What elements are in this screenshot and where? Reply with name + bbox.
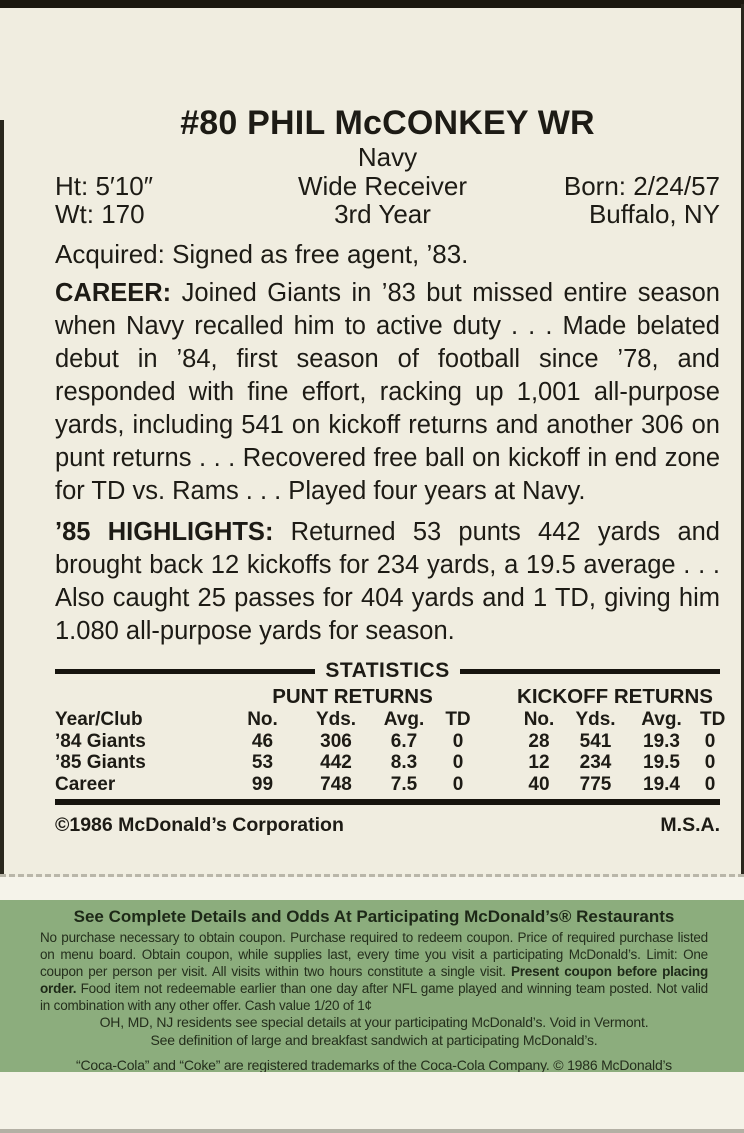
stats-gap (55, 685, 225, 709)
stats-cell: 19.5 (643, 752, 680, 773)
stats-cell: 541 (579, 730, 612, 752)
statistics-rule-right (459, 668, 721, 674)
coupon-terms-text: No purchase necessary to obtain coupon. … (40, 930, 708, 979)
msa-label: M.S.A. (660, 814, 720, 836)
acquired-line: Acquired: Signed as free agent, ’83. (55, 239, 469, 269)
stats-cell: 234 (579, 752, 612, 773)
stats-col-header: No. (247, 709, 278, 730)
highlights-label: ’85 HIGHLIGHTS: (55, 518, 274, 546)
position-label: Wide Receiver (297, 171, 468, 201)
coupon-section: See Complete Details and Odds At Partici… (0, 900, 744, 1091)
statistics-title-row: STATISTICS (55, 659, 721, 683)
coupon-definition-note: See definition of large and breakfast sa… (150, 1031, 598, 1048)
copyright-line: ©1986 McDonald’s Corporation (55, 814, 344, 836)
stats-gap (480, 731, 510, 753)
bio-row-2: Wt: 170 3rd Year Buffalo, NY (55, 200, 720, 228)
stats-cell: 12 (528, 752, 550, 773)
stats-gap (480, 774, 510, 796)
stats-col-header: Yds. (315, 709, 357, 730)
card-footer: ©1986 McDonald’s Corporation M.S.A. (55, 814, 720, 837)
stats-gap (480, 709, 510, 731)
pre-coupon-strip (0, 877, 744, 900)
statistics-rule-bottom (55, 799, 720, 805)
stats-row-label: ’85 Giants (55, 752, 146, 773)
coupon-terms-bold: Present coupon before placing order. (40, 964, 708, 996)
stats-col-header: TD (445, 709, 471, 730)
stats-cell: 19.3 (643, 730, 680, 752)
highlights-paragraph: ’85 HIGHLIGHTS: Returned 53 punts 442 ya… (55, 516, 720, 648)
stats-col-header: Avg. (641, 709, 682, 730)
stats-gap (480, 752, 510, 774)
stats-cell: 0 (704, 773, 716, 795)
stats-cell: 0 (452, 730, 464, 752)
perforation-line (0, 874, 744, 877)
stats-cell: 0 (452, 773, 464, 795)
bottom-strip (0, 1072, 744, 1133)
stats-cell: 6.7 (390, 730, 418, 752)
card-right-edge (741, 4, 744, 884)
highlights-text: Returned 53 punts 442 yards and brought … (55, 518, 720, 645)
card-left-edge (0, 120, 4, 880)
stats-cell: 46 (251, 730, 274, 752)
stats-cell: 0 (704, 752, 716, 773)
stats-row-label: Career (55, 773, 116, 795)
card-top-edge (0, 0, 744, 8)
class-year-label: 3rd Year (334, 199, 431, 229)
stats-col-header: No. (523, 709, 555, 730)
stats-row-header: Year/Club (55, 709, 143, 730)
weight-label: Wt: 170 (55, 199, 145, 229)
stats-cell: 40 (528, 773, 550, 795)
coupon-terms-text: Food item not redeemable earlier than on… (40, 981, 708, 1013)
stats-col-header: Yds. (575, 709, 616, 730)
stats-cell: 775 (579, 773, 612, 795)
stats-col-header: TD (700, 709, 726, 730)
stats-cell: 53 (251, 752, 274, 773)
college-name: Navy (357, 142, 418, 172)
career-paragraph: CAREER: Joined Giants in ’83 but missed … (55, 277, 720, 508)
stats-cell: 99 (251, 773, 274, 795)
stats-cell: 7.5 (390, 773, 418, 795)
stats-cell: 28 (528, 730, 550, 752)
coupon-residents-note: OH, MD, NJ residents see special details… (99, 1014, 649, 1030)
stats-col-header: Avg. (383, 709, 425, 730)
stats-cell: 19.4 (643, 773, 680, 795)
statistics-rule-left (55, 668, 316, 674)
stats-cell: 442 (320, 752, 352, 773)
statistics-table: PUNT RETURNS KICKOFF RETURNS Year/Club N… (55, 685, 726, 796)
career-text: Joined Giants in ’83 but missed entire s… (55, 279, 720, 505)
stats-cell: 0 (704, 730, 716, 752)
stats-group-header-kickoff: KICKOFF RETURNS (517, 685, 713, 708)
statistics-section: STATISTICS PUNT RETURNS KICKOFF RETURNS … (55, 659, 726, 805)
stats-row-label: ’84 Giants (55, 730, 146, 752)
height-label: Ht: 5′10″ (55, 171, 153, 201)
player-title: #80 PHIL McCONKEY WR (180, 104, 595, 142)
stats-cell: 8.3 (390, 752, 418, 773)
statistics-title: STATISTICS (325, 659, 450, 682)
bio-row-1: Ht: 5′10″ Wide Receiver Born: 2/24/57 (55, 172, 720, 200)
card-content: #80 PHIL McCONKEY WR Navy Ht: 5′10″ Wide… (55, 104, 726, 837)
card-bottom-edge (0, 1129, 744, 1133)
stats-cell: 748 (320, 773, 352, 795)
birthplace-label: Buffalo, NY (588, 199, 720, 229)
stats-cell: 0 (452, 752, 464, 773)
coupon-header: See Complete Details and Odds At Partici… (73, 907, 675, 926)
stats-group-header-punt: PUNT RETURNS (272, 685, 433, 708)
coupon-terms: No purchase necessary to obtain coupon. … (40, 929, 708, 1014)
career-label: CAREER: (55, 279, 172, 307)
born-label: Born: 2/24/57 (563, 171, 720, 201)
stats-cell: 306 (320, 730, 352, 752)
